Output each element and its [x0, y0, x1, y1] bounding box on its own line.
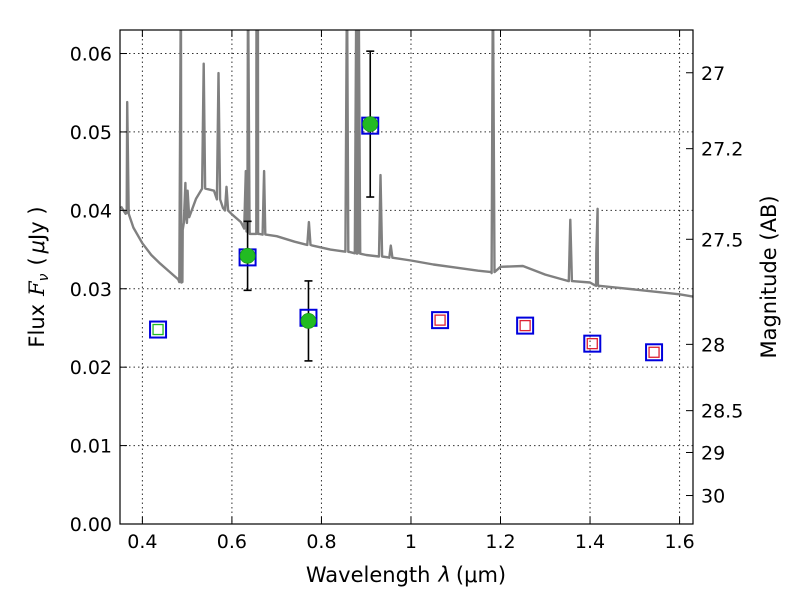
y2-tick-label: 28.5 [701, 401, 743, 423]
plot-area [120, 30, 693, 362]
x-tick-label: 1.4 [575, 531, 605, 553]
band-square [434, 314, 446, 326]
model-photometry-square [516, 316, 535, 335]
axis-ticks: 0.4 0.6 0.8 1 1.2 1.4 1.6 0.00 0.01 0.02 0.03 0.04 0… [70, 30, 743, 553]
y2-tick-label: 27.2 [701, 139, 743, 161]
y2-tick-label: 29 [701, 442, 725, 464]
model-photometry-square [645, 343, 664, 362]
y-tick-label: 0.01 [70, 436, 112, 458]
model-photometry-square [431, 311, 450, 330]
y-axis-label: FluxFν(μJy ) [25, 206, 52, 347]
y-tick-label: 0.04 [70, 200, 112, 222]
y-tick-label: 0.05 [70, 122, 112, 144]
x-tick-label: 0.8 [306, 531, 336, 553]
band-square [152, 323, 164, 336]
y-tick-label: 0.02 [70, 357, 112, 379]
y2-tick-label: 27 [701, 63, 725, 85]
band-square [586, 338, 598, 350]
observed-point [362, 116, 379, 132]
plot-frame [119, 29, 694, 525]
x-tick-label: 0.6 [217, 531, 247, 553]
observed-point [300, 313, 317, 329]
y2-tick-label: 28 [701, 334, 725, 356]
band-square [648, 346, 660, 358]
x-tick-label: 1.6 [664, 531, 694, 553]
band-square [519, 319, 531, 332]
y2-tick-label: 30 [701, 486, 725, 508]
y-tick-label: 0.00 [70, 514, 112, 536]
x-axis-label: Wavelength λ (μm) [306, 563, 506, 587]
spectrum-line [120, 30, 693, 298]
x-tick-label: 1.2 [485, 531, 515, 553]
y-tick-label: 0.06 [70, 44, 112, 66]
y-tick-label: 0.03 [70, 279, 112, 301]
y2-tick-label: 27.5 [701, 229, 743, 251]
observed-point [239, 247, 256, 264]
model-photometry-square [149, 320, 168, 339]
model-photometry-square [583, 334, 602, 353]
x-tick-label: 1 [405, 531, 417, 553]
model-spectrum [120, 30, 693, 298]
x-tick-label: 0.4 [127, 531, 157, 553]
y2-axis-label: Magnitude (AB) [757, 195, 781, 358]
markers [149, 50, 664, 362]
